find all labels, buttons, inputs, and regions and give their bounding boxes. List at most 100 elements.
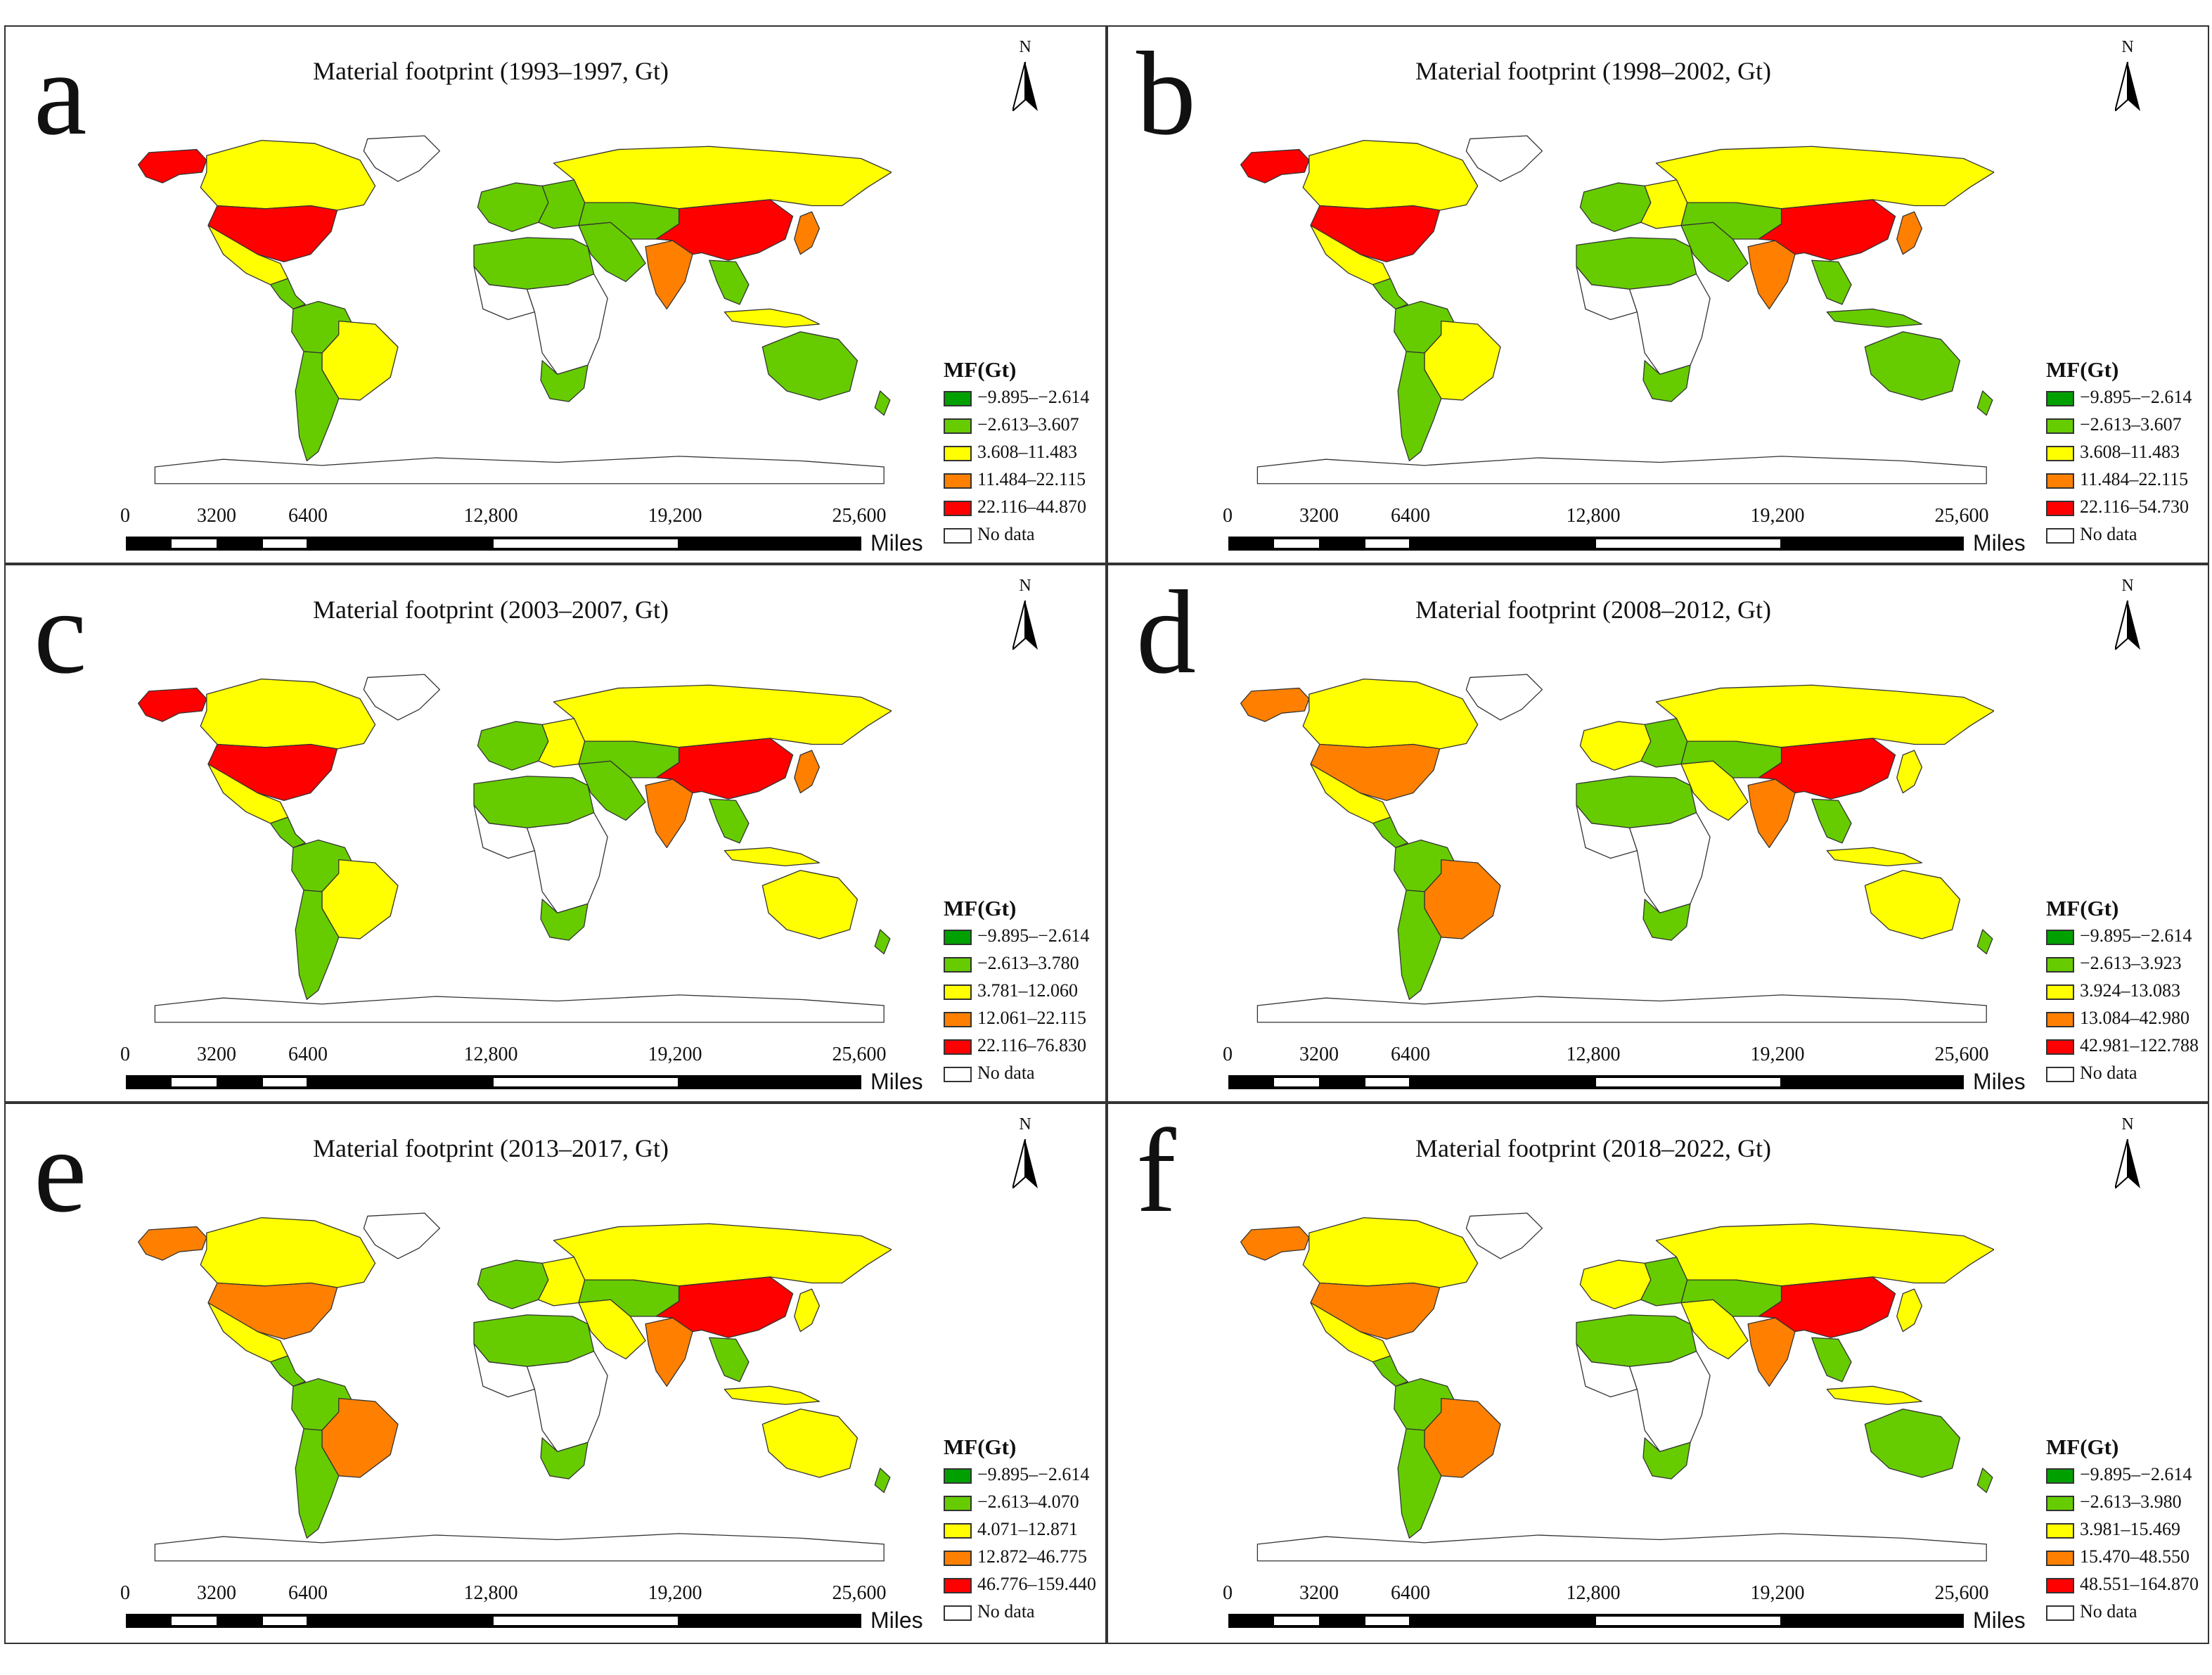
region-new-zealand — [1976, 390, 1993, 416]
north-arrow-icon: N — [1004, 577, 1046, 661]
region-south-africa — [1642, 1437, 1691, 1480]
region-southeast-asia — [709, 259, 750, 305]
scale-tick: 6400 — [1391, 1044, 1430, 1065]
scale-tick: 19,200 — [1750, 1044, 1805, 1065]
legend-swatch — [2046, 1496, 2074, 1511]
region-canada — [1302, 1217, 1479, 1288]
world-map — [137, 674, 892, 1023]
region-south-africa — [1642, 360, 1691, 402]
legend-item: 4.071–12.871 — [941, 1517, 1105, 1545]
region-russia — [1655, 146, 1994, 210]
region-central-africa — [1628, 274, 1711, 375]
map-panel-b: b Material footprint (1998–2002, Gt) N M… — [1107, 25, 2209, 564]
legend-swatch — [944, 1551, 972, 1566]
legend-swatch — [944, 1523, 972, 1539]
scale-tick: 12,800 — [1566, 1044, 1621, 1065]
scale-tick: 25,600 — [832, 505, 887, 527]
legend-label: −9.895–−2.614 — [977, 387, 1090, 407]
legend-item: 46.776–159.440 — [941, 1572, 1105, 1600]
legend-item: 3.608–11.483 — [2043, 440, 2208, 468]
region-japan — [794, 1288, 821, 1333]
scale-bar-graphic — [1228, 537, 1964, 551]
legend-swatch — [2046, 391, 2074, 406]
region-southern-cone — [1397, 890, 1442, 1001]
panel-letter: e — [34, 1105, 87, 1237]
legend-label: 48.551–164.870 — [2080, 1574, 2199, 1594]
legend-label: −2.613–3.607 — [2080, 414, 2182, 435]
region-india — [1747, 1317, 1796, 1387]
scale-tick: 0 — [1223, 505, 1233, 527]
scale-tick: 3200 — [1299, 1044, 1339, 1065]
legend-label: −9.895–−2.614 — [2080, 387, 2192, 407]
scale-tick: 25,600 — [1934, 1044, 1989, 1065]
scale-bar-graphic — [1228, 1075, 1964, 1089]
legend-label: No data — [2080, 1063, 2137, 1083]
region-southeast-asia — [709, 1337, 750, 1382]
north-label: N — [1019, 577, 1031, 595]
legend-item: No data — [941, 522, 1105, 550]
legend-swatch — [2046, 1012, 2074, 1027]
legend-swatch — [2046, 1067, 2074, 1082]
region-australia — [761, 870, 859, 939]
panel-title: Material footprint (1993–1997, Gt) — [313, 57, 669, 85]
region-south-africa — [540, 360, 589, 402]
region-brazil — [321, 859, 399, 939]
legend-item: −2.613–3.923 — [2043, 951, 2208, 979]
scale-tick: 6400 — [1391, 1582, 1430, 1604]
scale-units: Miles — [870, 1607, 923, 1633]
panel-title: Material footprint (2018–2022, Gt) — [1415, 1134, 1771, 1162]
legend-label: 46.776–159.440 — [977, 1574, 1096, 1594]
legend-item: −2.613–4.070 — [941, 1490, 1105, 1517]
region-southern-cone — [295, 351, 340, 462]
legend-label: 12.061–22.115 — [977, 1008, 1087, 1028]
region-japan — [794, 211, 821, 255]
region-india — [1747, 240, 1796, 310]
legend-title: MF(Gt) — [944, 1435, 1017, 1459]
legend-swatch — [2046, 418, 2074, 434]
panel-letter: f — [1136, 1105, 1176, 1237]
legend-label: 22.116–44.870 — [977, 496, 1087, 517]
region-china — [1758, 199, 1896, 261]
legend-label: −2.613–4.070 — [977, 1491, 1079, 1512]
legend-swatch — [944, 501, 972, 516]
north-label: N — [2121, 38, 2134, 56]
legend-label: −9.895–−2.614 — [977, 1464, 1090, 1484]
legend-item: 22.116–54.730 — [2043, 495, 2208, 522]
scale-tick: 25,600 — [1934, 1582, 1989, 1604]
legend-item: −9.895–−2.614 — [2043, 924, 2208, 951]
scale-units: Miles — [1973, 1069, 2026, 1094]
region-canada — [200, 678, 376, 750]
north-label: N — [2121, 577, 2134, 595]
region-russia — [553, 684, 892, 748]
legend-swatch — [2046, 957, 2074, 973]
north-arrow-icon: N — [2107, 1115, 2149, 1200]
legend-swatch — [2046, 984, 2074, 1000]
region-central-america — [1372, 816, 1408, 849]
legend-title: MF(Gt) — [2046, 357, 2119, 382]
scale-tick: 0 — [120, 1044, 130, 1065]
legend-item: −2.613–3.607 — [941, 413, 1105, 440]
legend-swatch — [2046, 1551, 2074, 1566]
region-japan — [1896, 211, 1923, 255]
legend-label: 4.071–12.871 — [977, 1519, 1078, 1539]
legend-label: −2.613–3.780 — [977, 953, 1079, 973]
legend-label: No data — [2080, 1601, 2137, 1622]
scale-tick: 3200 — [197, 1044, 236, 1065]
scale-units: Miles — [1973, 530, 2026, 556]
legend-swatch — [2046, 473, 2074, 489]
scale-tick: 3200 — [1299, 505, 1339, 527]
panel-letter: a — [34, 27, 87, 160]
region-russia — [1655, 1223, 1994, 1287]
legend-swatch — [944, 1605, 972, 1621]
legend-label: No data — [977, 1063, 1035, 1083]
region-alaska — [137, 1226, 207, 1261]
region-russia — [553, 146, 892, 210]
scale-units: Miles — [870, 1069, 923, 1094]
legend-item: No data — [2043, 522, 2208, 550]
scale-tick: 19,200 — [648, 1044, 702, 1065]
scale-tick: 12,800 — [463, 505, 518, 527]
region-greenland — [363, 135, 441, 182]
region-south-africa — [1642, 899, 1691, 941]
legend-label: 42.981–122.788 — [2080, 1035, 2199, 1055]
region-russia — [553, 1223, 892, 1287]
